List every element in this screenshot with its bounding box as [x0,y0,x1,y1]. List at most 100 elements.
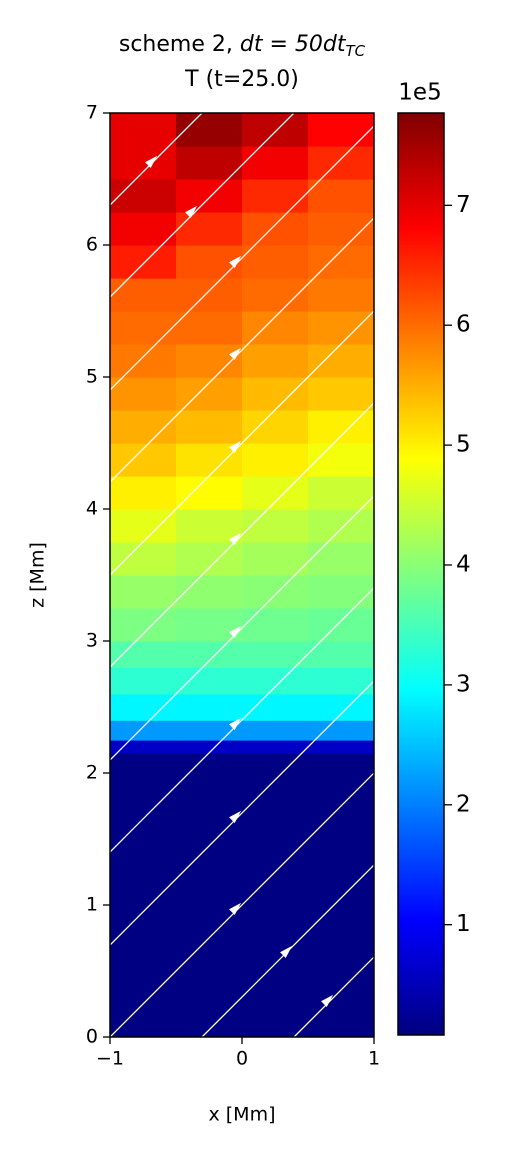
heat-cell [110,641,177,668]
heat-cell [242,278,309,312]
heat-cell [308,146,374,180]
heat-cell [308,377,374,411]
colorbar-tick-label: 5 [456,432,471,458]
streamline [110,310,374,576]
heat-cell [110,753,177,1037]
heat-cell [176,693,243,721]
colorbar-tick-label: 6 [456,312,471,338]
streamline [110,680,374,946]
heat-cell [110,667,177,695]
heat-cell [242,410,309,444]
heat-cell [176,542,243,576]
heat-cell [308,753,374,1037]
heat-cell [242,509,309,543]
streamline [110,113,295,298]
heat-cell [176,753,243,1037]
streamline [110,402,374,668]
colorbar-tick-label: 2 [456,791,471,817]
title-text: scheme 2, [119,32,240,57]
stream-arrow [145,155,158,168]
heat-cell [110,344,177,378]
y-tick-label: 5 [86,366,98,388]
heat-cell [242,740,309,754]
stream-arrow [229,625,242,638]
heat-cell [308,476,374,510]
heat-cell [242,245,309,279]
title-subscript: TC [345,42,365,60]
heat-cell [242,693,309,721]
heat-cell [308,410,374,444]
heat-cell [242,542,309,576]
heat-cell [308,311,374,345]
heat-cell [242,344,309,378]
heat-cell [308,667,374,695]
x-tick-label: 1 [368,1048,380,1070]
heat-cell [110,476,177,510]
heat-cell [176,476,243,510]
heat-cell [110,377,177,411]
y-tick-label: 1 [86,894,98,916]
y-tick-label: 3 [86,630,98,652]
heat-cell [308,278,374,312]
streamline [201,864,374,1037]
stream-arrow [185,205,198,218]
heat-cell [176,410,243,444]
heat-cell [110,410,177,444]
stream-arrow [280,945,293,958]
heat-cell [176,608,243,642]
heat-cell [176,113,243,147]
y-tick-label: 4 [86,498,98,520]
heat-cell [242,667,309,695]
heat-cell [176,740,243,754]
heat-cell [242,113,309,147]
x-axis-label: x [Mm] [208,1104,275,1126]
heat-cell [242,641,309,668]
heat-cell [308,693,374,721]
heat-cell [308,720,374,741]
heat-cell [242,608,309,642]
heat-cell [176,509,243,543]
heat-cell [110,608,177,642]
heat-cell [176,311,243,345]
heat-cell [110,740,177,754]
heat-cell [110,146,177,180]
heat-cell [308,179,374,213]
heat-cell [176,641,243,668]
y-tick-label: 6 [86,234,98,256]
heat-cell [242,377,309,411]
heat-cell [308,608,374,642]
heat-cell [176,278,243,312]
heat-cell [242,720,309,741]
colorbar-tick-label: 3 [456,671,471,697]
colorbar-offset: 1e5 [398,80,441,106]
heat-cell [242,443,309,477]
heat-cell [176,212,243,246]
y-tick-label: 0 [86,1026,98,1048]
streamline [110,125,374,391]
heat-cell [110,311,177,345]
y-axis-label: z [Mm] [27,542,49,608]
heat-cell [110,212,177,246]
stream-arrow [229,532,242,545]
heat-cell [242,146,309,180]
x-tick-label: −1 [96,1048,124,1070]
stream-arrow [229,347,242,360]
stream-arrow [321,994,334,1007]
title-math: dt = 50dt [240,32,347,57]
chart-subtitle: T (t=25.0) [184,67,299,92]
chart-title: scheme 2, dt = 50dtTC [119,32,366,60]
streamline [110,495,374,761]
heat-cell [308,113,374,147]
y-tick-label: 2 [86,762,98,784]
heat-cell [242,476,309,510]
heat-cell [308,740,374,754]
heat-cell [176,344,243,378]
x-tick-label: 0 [236,1048,248,1070]
colorbar [397,112,445,1036]
heat-cell [308,443,374,477]
colorbar-tick-label: 1 [456,911,471,937]
streamline [110,587,374,853]
heat-cell [308,509,374,543]
